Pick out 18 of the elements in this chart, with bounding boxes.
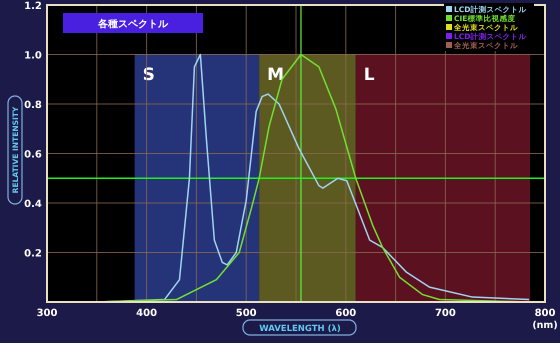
y-tick-label: 0.4 (24, 199, 42, 210)
text: 各種スペクトル (97, 18, 169, 30)
band-label: L (364, 65, 375, 85)
band-label: S (142, 65, 155, 85)
y-tick-label: 1.2 (24, 1, 42, 12)
x-tick-label: 700 (434, 308, 456, 319)
text: (nm) (532, 320, 558, 331)
x-tick-label: 600 (335, 308, 356, 319)
x-tick-label: 500 (236, 308, 257, 319)
x-tick-label: 400 (136, 308, 158, 319)
band-label: M (267, 65, 284, 85)
y-tick-label: 0.8 (24, 100, 42, 111)
y-tick-label: 0.2 (24, 248, 42, 260)
x-tick-label: 800 (534, 308, 556, 319)
x-axis-title: WAVELENGTH (λ) (259, 324, 341, 334)
y-tick-label: 1.0 (24, 50, 42, 62)
x-tick-label: 300 (36, 308, 58, 319)
y-tick-label: 0.6 (24, 150, 42, 160)
